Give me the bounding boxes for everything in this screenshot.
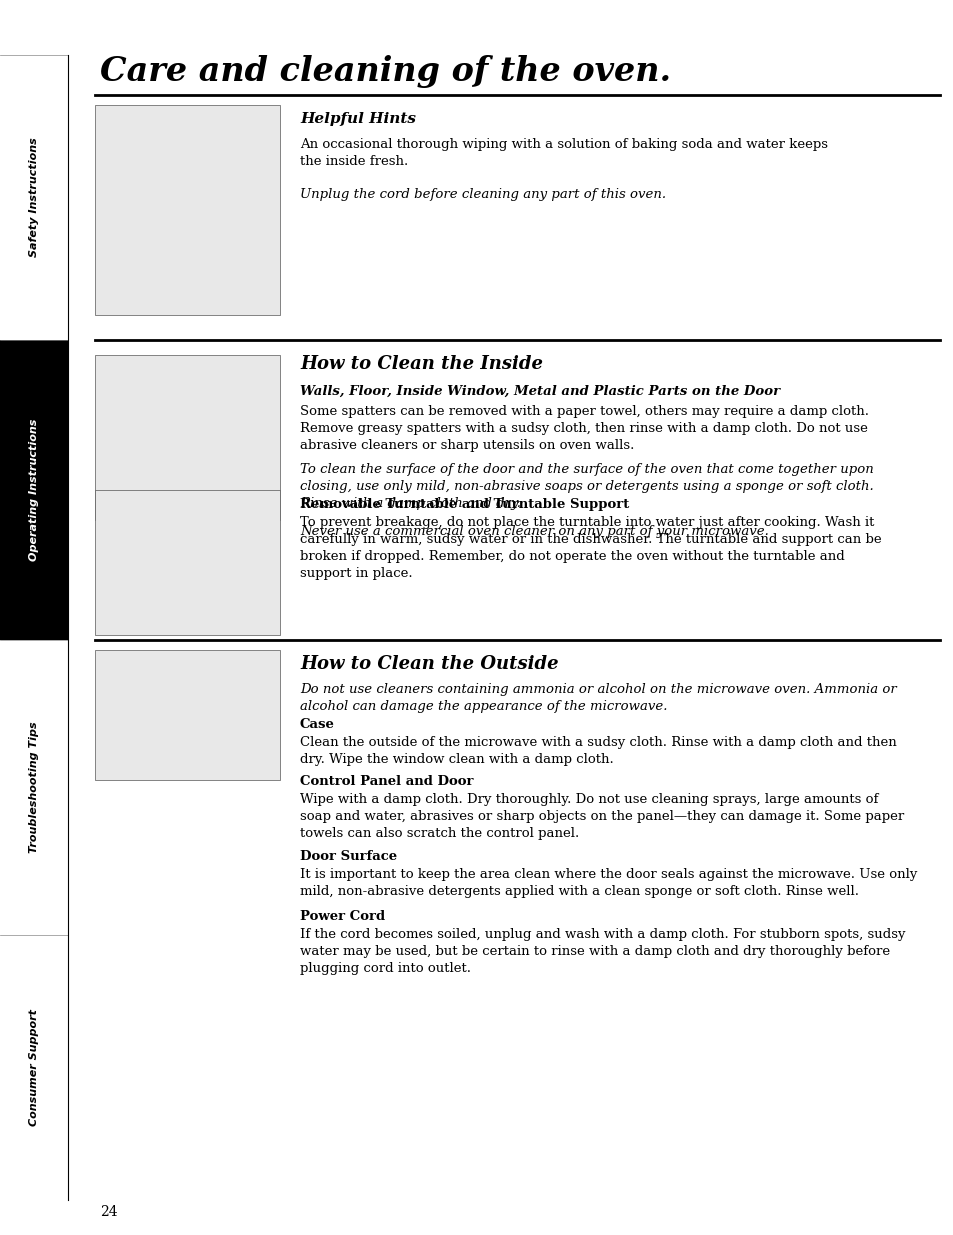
Bar [0, 640, 68, 935]
Bar [95, 354, 280, 520]
Text: Consumer Support: Consumer Support [29, 1009, 39, 1126]
Text: Helpful Hints: Helpful Hints [299, 112, 416, 126]
Text: Case: Case [299, 718, 335, 731]
Text: 24: 24 [100, 1205, 117, 1219]
Text: An occasional thorough wiping with a solution of baking soda and water keeps
the: An occasional thorough wiping with a sol… [299, 138, 827, 168]
Text: Control Panel and Door: Control Panel and Door [299, 776, 473, 788]
Text: To clean the surface of the door and the surface of the oven that come together : To clean the surface of the door and the… [299, 463, 873, 510]
Text: Safety Instructions: Safety Instructions [29, 137, 39, 257]
Text: Never use a commercial oven cleaner on any part of your microwave.: Never use a commercial oven cleaner on a… [299, 525, 768, 538]
Text: Door Surface: Door Surface [299, 850, 396, 863]
Text: It is important to keep the area clean where the door seals against the microwav: It is important to keep the area clean w… [299, 868, 917, 898]
Text: Do not use cleaners containing ammonia or alcohol on the microwave oven. Ammonia: Do not use cleaners containing ammonia o… [299, 683, 896, 713]
Bar [0, 56, 68, 340]
Text: Care and cleaning of the oven.: Care and cleaning of the oven. [100, 56, 670, 88]
Text: How to Clean the Outside: How to Clean the Outside [299, 655, 558, 673]
Text: To prevent breakage, do not place the turntable into water just after cooking. W: To prevent breakage, do not place the tu… [299, 516, 881, 580]
Text: Unplug the cord before cleaning any part of this oven.: Unplug the cord before cleaning any part… [299, 188, 665, 201]
Bar [0, 935, 68, 1200]
Text: Walls, Floor, Inside Window, Metal and Plastic Parts on the Door: Walls, Floor, Inside Window, Metal and P… [299, 385, 780, 398]
Text: Removable Turntable and Turntable Support: Removable Turntable and Turntable Suppor… [299, 498, 629, 511]
Text: Clean the outside of the microwave with a sudsy cloth. Rinse with a damp cloth a: Clean the outside of the microwave with … [299, 736, 896, 766]
Text: Some spatters can be removed with a paper towel, others may require a damp cloth: Some spatters can be removed with a pape… [299, 405, 868, 452]
Text: Operating Instructions: Operating Instructions [29, 419, 39, 561]
Text: How to Clean the Inside: How to Clean the Inside [299, 354, 542, 373]
Bar [95, 650, 280, 781]
Bar [95, 105, 280, 315]
Bar [95, 490, 280, 635]
Text: Power Cord: Power Cord [299, 910, 385, 923]
Text: If the cord becomes soiled, unplug and wash with a damp cloth. For stubborn spot: If the cord becomes soiled, unplug and w… [299, 927, 904, 974]
Text: Troubleshooting Tips: Troubleshooting Tips [29, 721, 39, 853]
Bar [0, 340, 68, 640]
Text: Wipe with a damp cloth. Dry thoroughly. Do not use cleaning sprays, large amount: Wipe with a damp cloth. Dry thoroughly. … [299, 793, 903, 840]
